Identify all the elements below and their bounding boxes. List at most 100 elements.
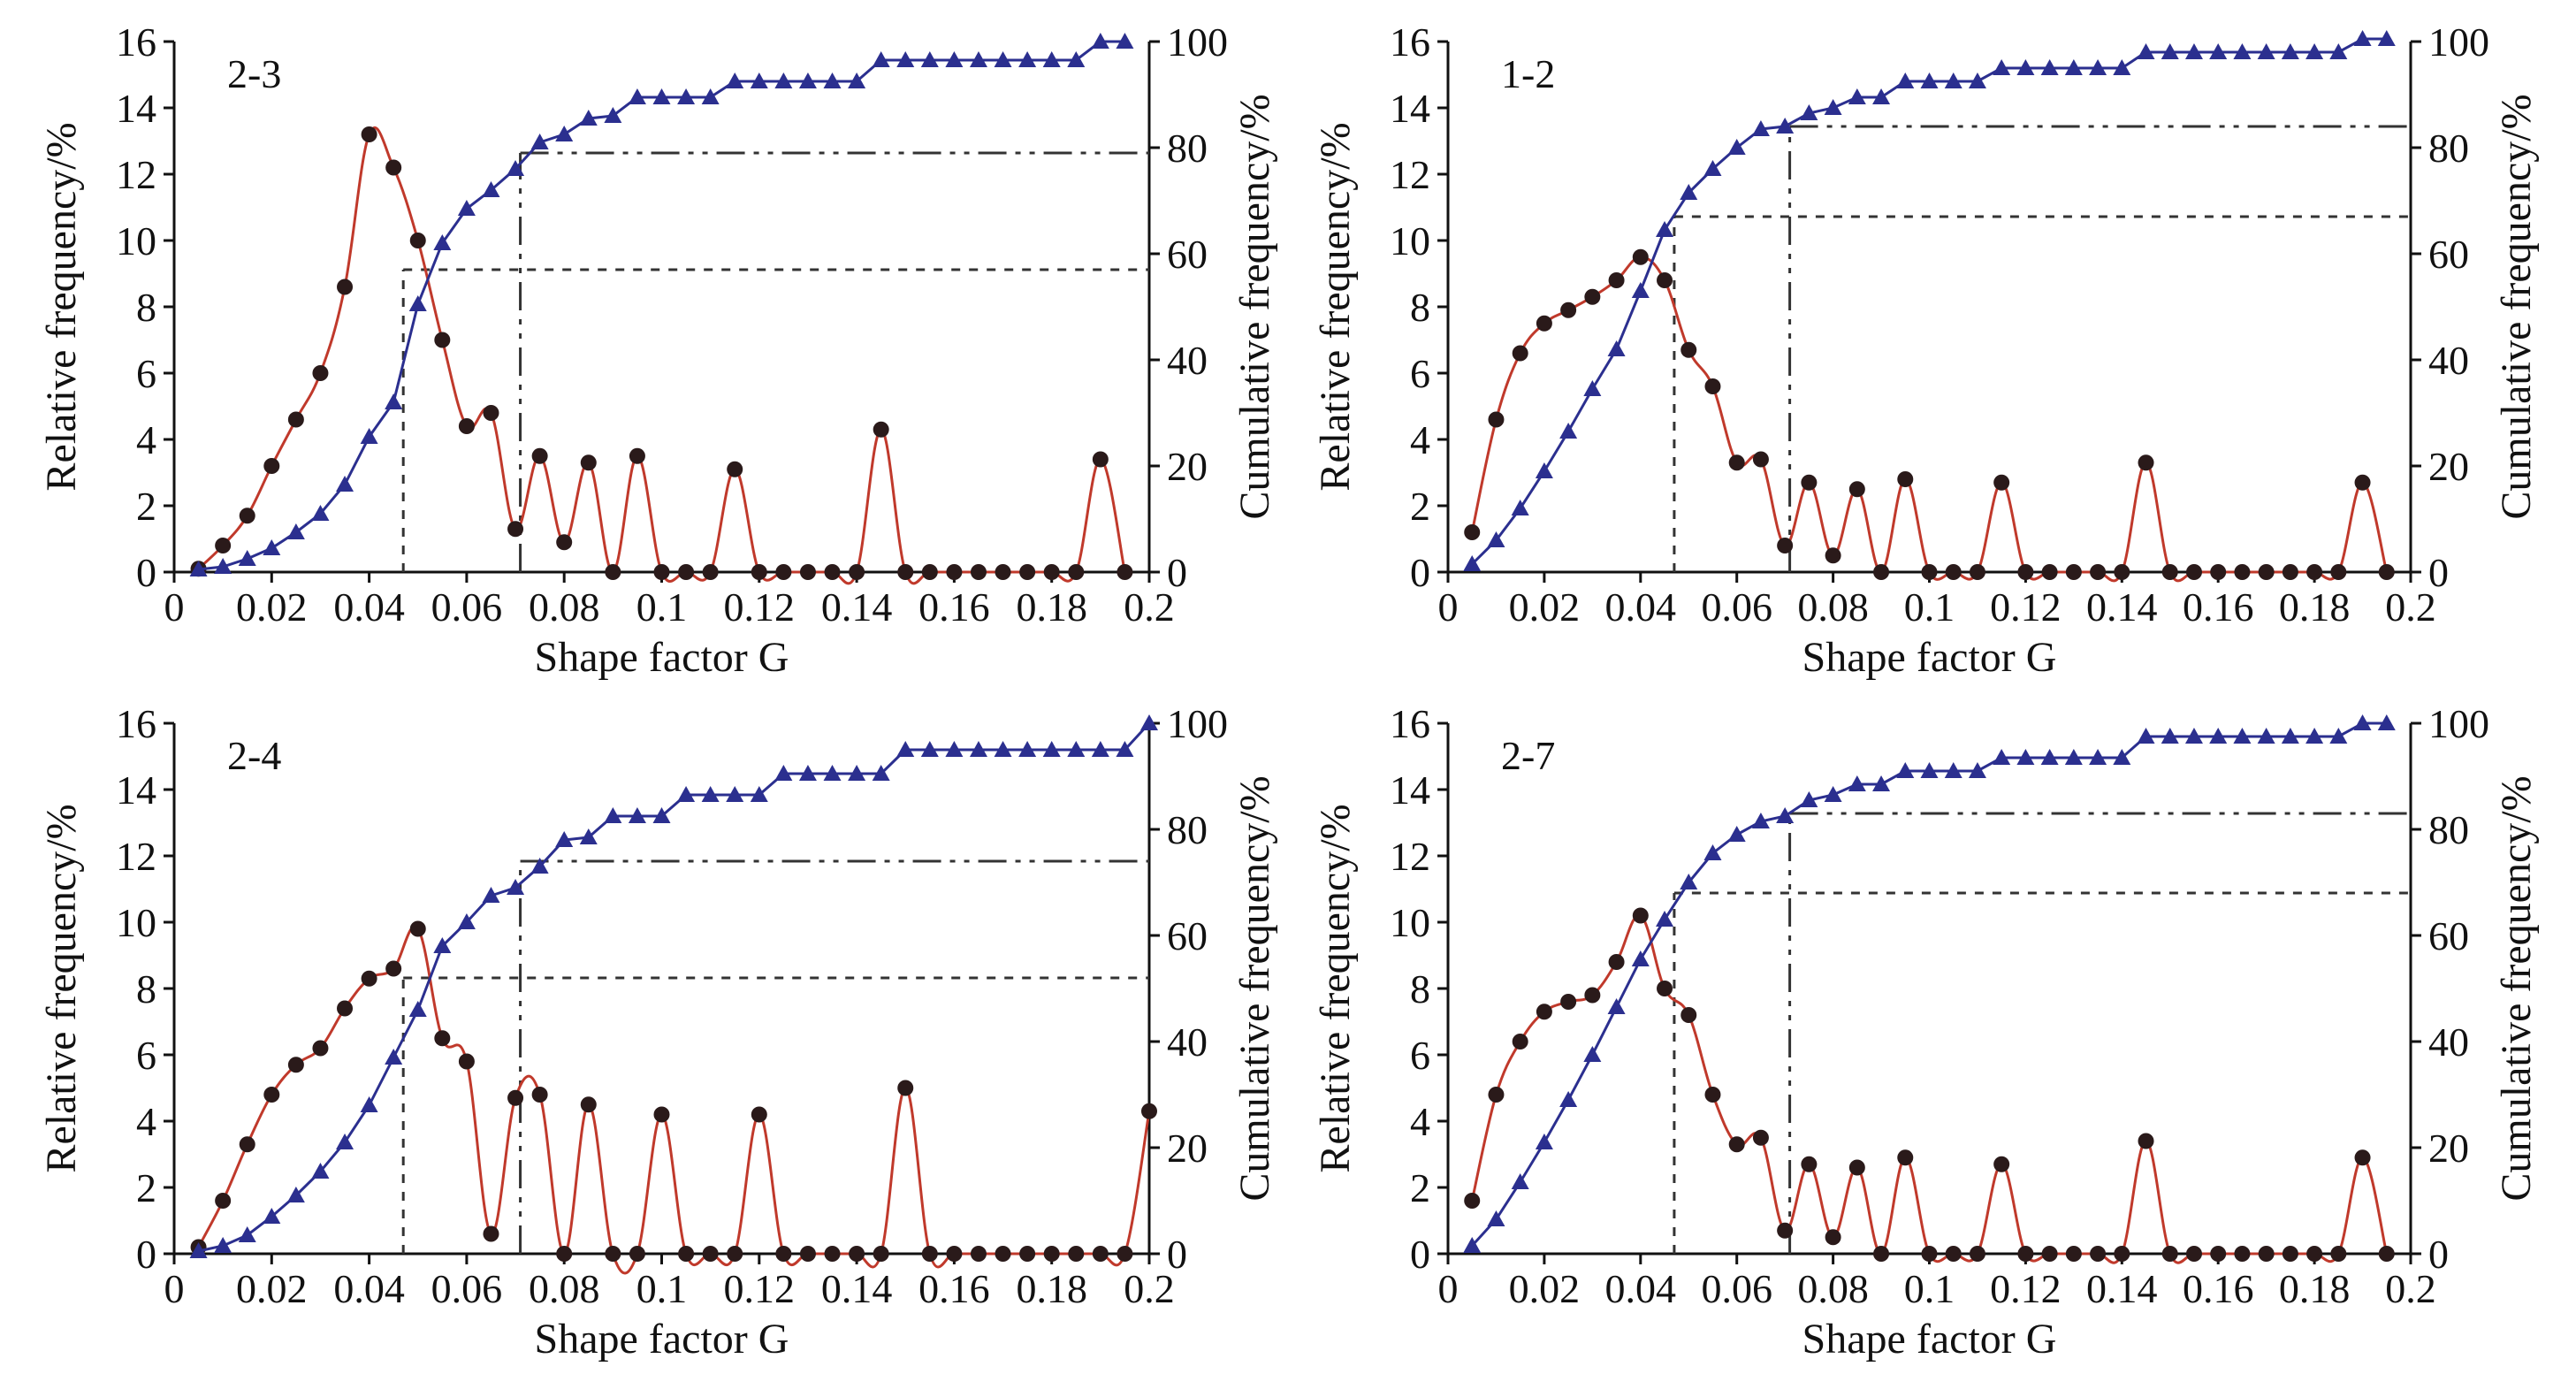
relative-frequency-point xyxy=(287,411,304,428)
relative-frequency-point xyxy=(1728,454,1745,471)
relative-frequency-point xyxy=(1608,272,1625,288)
left-y-tick-label: 2 xyxy=(136,484,156,529)
x-tick-label: 0.14 xyxy=(821,584,893,630)
relative-frequency-point xyxy=(312,1040,329,1057)
cumulative-frequency-point xyxy=(2377,714,2396,730)
relative-frequency-point xyxy=(1728,1136,1745,1153)
relative-frequency-point xyxy=(1632,248,1649,265)
cumulative-frequency-point xyxy=(652,807,671,823)
relative-frequency-point xyxy=(799,1246,816,1262)
left-y-tick-label: 4 xyxy=(136,1099,156,1144)
relative-frequency-point xyxy=(409,920,426,937)
cumulative-frequency-point xyxy=(920,741,939,757)
relative-frequency-point xyxy=(2065,564,2082,580)
cumulative-frequency-point xyxy=(1824,99,1842,115)
left-y-tick-label: 0 xyxy=(136,1232,156,1277)
relative-frequency-point xyxy=(1969,564,1985,580)
right-y-axis-title: Cumulative frequency/% xyxy=(2493,94,2540,519)
right-y-tick-label: 80 xyxy=(2428,126,2469,171)
cumulative-frequency-point xyxy=(336,1134,354,1149)
relative-frequency-point xyxy=(2185,1246,2202,1262)
right-y-tick-label: 0 xyxy=(2428,550,2449,595)
right-y-tick-label: 20 xyxy=(2428,444,2469,489)
left-y-tick-label: 8 xyxy=(1410,966,1430,1011)
relative-frequency-point xyxy=(2330,1246,2347,1262)
right-y-axis-title: Cumulative frequency/% xyxy=(1231,94,1278,519)
cumulative-frequency-point xyxy=(530,858,549,874)
relative-frequency-point xyxy=(1608,954,1625,970)
relative-frequency-point xyxy=(2090,564,2107,580)
relative-frequency-point xyxy=(751,1106,767,1123)
left-y-tick-label: 0 xyxy=(1410,1232,1430,1277)
x-tick-label: 0.1 xyxy=(636,584,688,630)
cumulative-frequency-point xyxy=(701,88,720,104)
cumulative-frequency-point xyxy=(214,558,232,574)
x-tick-label: 0.08 xyxy=(529,1266,600,1311)
cumulative-frequency-point xyxy=(945,51,964,67)
relative-frequency-point xyxy=(2017,1246,2034,1262)
chart-panel-2-4: 0 0.02 0.04 0.06 0.08 0.1 0.12 0.14 0.16 0.18 0.20… xyxy=(38,701,1278,1363)
cumulative-frequency-point xyxy=(945,741,964,757)
right-y-tick-label: 40 xyxy=(2428,1019,2469,1065)
cumulative-frequency-point xyxy=(2016,59,2035,75)
relative-frequency-point xyxy=(2041,1246,2058,1262)
left-y-tick-label: 2 xyxy=(1410,1165,1430,1210)
x-tick-label: 0.12 xyxy=(724,1266,796,1311)
cumulative-frequency-point xyxy=(628,88,646,104)
cumulative-frequency-point xyxy=(1848,775,1866,791)
relative-frequency-point xyxy=(1801,1156,1818,1172)
cumulative-frequency-line xyxy=(198,721,1151,1253)
cumulative-frequency-point xyxy=(579,110,598,126)
cumulative-frequency-point xyxy=(263,539,281,555)
cumulative-frequency-point xyxy=(1091,741,1109,757)
cumulative-frequency-point xyxy=(2281,728,2299,744)
relative-frequency-point xyxy=(1969,1246,1985,1262)
relative-frequency-point xyxy=(1068,564,1085,580)
x-axis-title: Shape factor G xyxy=(1802,1316,2057,1363)
cumulative-frequency-point xyxy=(1872,88,1891,104)
relative-frequency-point xyxy=(970,564,987,580)
relative-frequency-point xyxy=(1043,564,1060,580)
left-y-tick-label: 14 xyxy=(1390,767,1430,813)
relative-frequency-point xyxy=(678,564,695,580)
cumulative-frequency-point xyxy=(2184,728,2203,744)
x-tick-label: 0.18 xyxy=(2279,584,2351,630)
left-y-tick-label: 8 xyxy=(136,966,156,1011)
cumulative-frequency-point xyxy=(2305,43,2324,59)
relative-frequency-point xyxy=(1873,1246,1890,1262)
relative-frequency-point xyxy=(1680,1007,1697,1023)
relative-frequency-line xyxy=(1470,913,2389,1264)
relative-frequency-point xyxy=(995,564,1011,580)
cumulative-frequency-point xyxy=(1656,911,1674,927)
cumulative-frequency-point xyxy=(994,51,1012,67)
relative-frequency-point xyxy=(1512,1034,1528,1050)
cumulative-frequency-point xyxy=(1631,950,1650,966)
cumulative-frequency-point xyxy=(2377,30,2396,46)
cumulative-frequency-point xyxy=(1800,791,1818,807)
relative-frequency-point xyxy=(1464,524,1481,540)
relative-frequency-point xyxy=(653,564,670,580)
x-tick-label: 0.02 xyxy=(1509,1266,1581,1311)
relative-frequency-point xyxy=(2138,454,2154,471)
x-tick-label: 0.02 xyxy=(236,1266,308,1311)
relative-frequency-point xyxy=(1921,564,1938,580)
relative-frequency-point xyxy=(1897,1149,1914,1166)
left-y-tick-label: 10 xyxy=(116,900,156,945)
cumulative-frequency-point xyxy=(1487,1210,1505,1226)
x-tick-label: 0.04 xyxy=(1605,1266,1677,1311)
cumulative-frequency-point xyxy=(1583,380,1602,396)
x-axis-title: Shape factor G xyxy=(1802,634,2057,681)
cumulative-frequency-point xyxy=(1751,120,1770,136)
x-tick-label: 0 xyxy=(1438,1266,1459,1311)
cumulative-frequency-point xyxy=(1535,462,1553,478)
right-y-tick-label: 60 xyxy=(1167,913,1208,958)
cumulative-frequency-point xyxy=(385,1049,403,1065)
relative-frequency-point xyxy=(849,564,865,580)
cumulative-frequency-point xyxy=(1067,51,1086,67)
cumulative-frequency-point xyxy=(482,181,500,197)
relative-frequency-point xyxy=(531,447,548,464)
relative-frequency-point xyxy=(556,1246,573,1262)
panel-label: 1-2 xyxy=(1501,51,1555,96)
cumulative-frequency-point xyxy=(750,786,768,802)
relative-frequency-point xyxy=(2234,564,2251,580)
